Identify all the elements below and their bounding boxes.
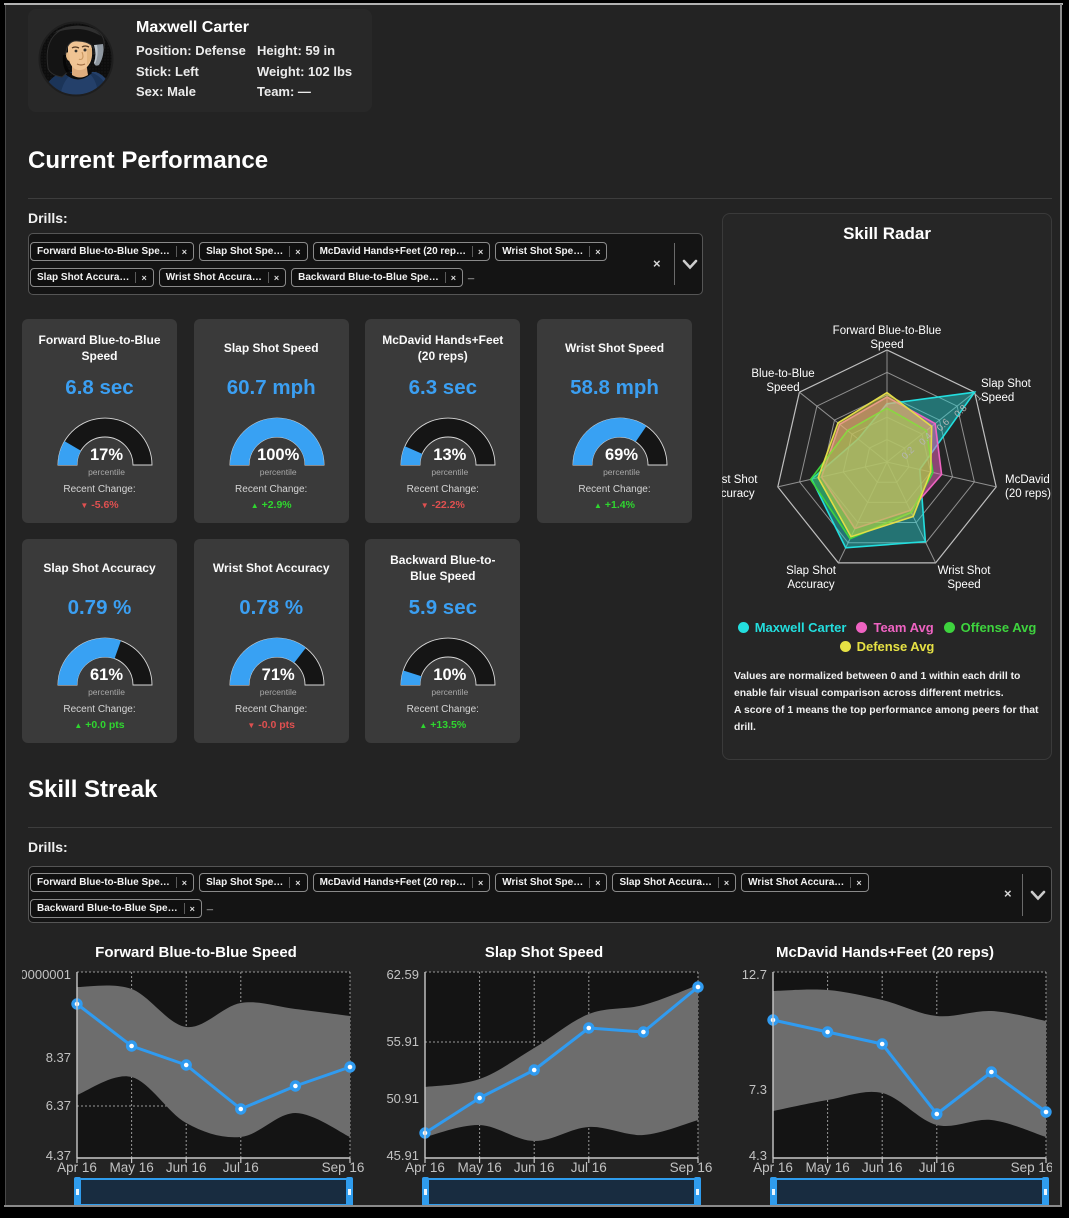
svg-text:May 16: May 16: [805, 1160, 849, 1175]
svg-text:Apr 16: Apr 16: [405, 1160, 445, 1175]
svg-text:1: 1: [973, 392, 985, 404]
svg-text:50.91: 50.91: [386, 1091, 419, 1106]
svg-text:Jun 16: Jun 16: [862, 1160, 903, 1175]
svg-text:55.91: 55.91: [386, 1034, 419, 1049]
svg-text:Jun 16: Jun 16: [514, 1160, 555, 1175]
svg-text:Speed: Speed: [870, 339, 903, 351]
svg-text:Jul 16: Jul 16: [571, 1160, 607, 1175]
svg-text:Wrist Shot: Wrist Shot: [938, 565, 992, 577]
svg-text:Forward Blue-to-Blue: Forward Blue-to-Blue: [833, 325, 942, 337]
svg-text:Sep 16: Sep 16: [322, 1160, 365, 1175]
svg-text:Sep 16: Sep 16: [1011, 1160, 1052, 1175]
svg-text:May 16: May 16: [457, 1160, 501, 1175]
svg-text:10.370000000000001: 10.370000000000001: [22, 967, 71, 982]
svg-text:Accuracy: Accuracy: [722, 488, 755, 500]
svg-text:Blue-to-Blue: Blue-to-Blue: [751, 368, 814, 380]
svg-text:May 16: May 16: [109, 1160, 153, 1175]
svg-text:Slap Shot: Slap Shot: [981, 378, 1032, 390]
svg-text:45.91: 45.91: [386, 1148, 419, 1163]
svg-text:Speed: Speed: [766, 382, 799, 394]
svg-text:Slap Shot: Slap Shot: [786, 565, 837, 577]
svg-text:4.37: 4.37: [46, 1148, 71, 1163]
svg-text:6.37: 6.37: [46, 1098, 71, 1113]
svg-text:McDavid Hands+Feet: McDavid Hands+Feet: [1005, 474, 1052, 486]
svg-text:12.7: 12.7: [742, 967, 767, 982]
svg-text:Wrist Shot: Wrist Shot: [722, 474, 758, 486]
svg-text:62.59: 62.59: [386, 967, 419, 982]
svg-text:7.3: 7.3: [749, 1082, 767, 1097]
svg-text:Jun 16: Jun 16: [166, 1160, 207, 1175]
svg-text:Speed: Speed: [947, 579, 980, 591]
svg-text:Sep 16: Sep 16: [670, 1160, 713, 1175]
svg-text:Speed: Speed: [981, 392, 1014, 404]
svg-text:4.3: 4.3: [749, 1148, 767, 1163]
svg-text:8.37: 8.37: [46, 1050, 71, 1065]
svg-text:Apr 16: Apr 16: [57, 1160, 97, 1175]
svg-text:Jul 16: Jul 16: [223, 1160, 259, 1175]
svg-text:Jul 16: Jul 16: [919, 1160, 955, 1175]
svg-text:Accuracy: Accuracy: [787, 579, 835, 591]
svg-text:Apr 16: Apr 16: [753, 1160, 793, 1175]
svg-text:(20 reps): (20 reps): [1005, 488, 1051, 500]
